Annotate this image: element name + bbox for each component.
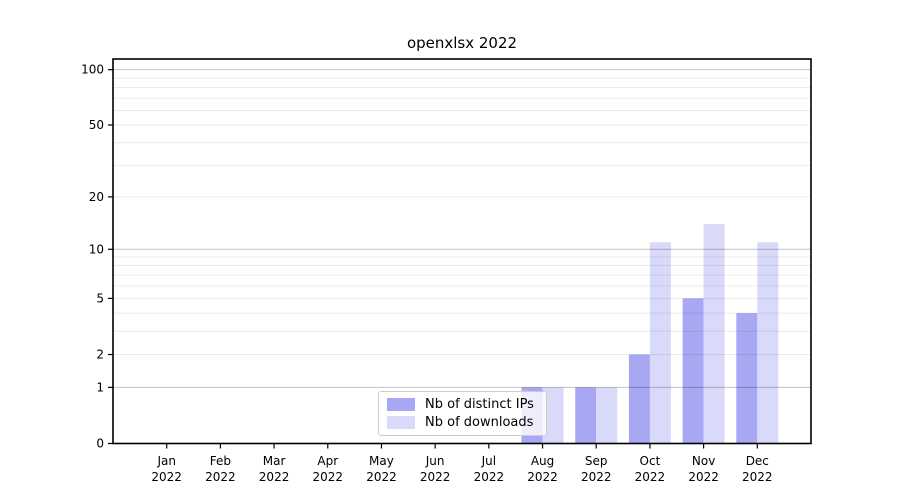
x-tick-year-feb: 2022 <box>205 470 236 484</box>
x-tick-year-aug: 2022 <box>527 470 558 484</box>
x-tick-label-apr: Apr <box>317 454 338 468</box>
y-tick-label-10: 10 <box>89 242 104 256</box>
bar-distinct-ips-oct <box>628 354 650 444</box>
y-tick-label-100: 100 <box>81 63 104 77</box>
x-tick-year-jan: 2022 <box>151 470 182 484</box>
legend-swatch-distinct-ips <box>387 398 415 412</box>
bar-distinct-ips-sep <box>575 387 597 444</box>
legend-label-distinct-ips: Nb of distinct IPs <box>425 397 534 413</box>
chart-title: openxlsx 2022 <box>406 34 518 52</box>
x-tick-label-may: May <box>369 454 394 468</box>
x-tick-label-sep: Sep <box>585 454 608 468</box>
x-tick-label-jun: Jun <box>425 454 445 468</box>
bar-downloads-oct <box>649 242 671 444</box>
x-tick-label-jan: Jan <box>156 454 176 468</box>
x-tick-label-jul: Jul <box>481 454 496 468</box>
x-tick-year-apr: 2022 <box>312 470 343 484</box>
x-tick-year-mar: 2022 <box>259 470 290 484</box>
legend: Nb of distinct IPs Nb of downloads <box>378 391 547 436</box>
x-tick-year-nov: 2022 <box>688 470 719 484</box>
x-tick-label-feb: Feb <box>210 454 231 468</box>
legend-item-distinct-ips: Nb of distinct IPs <box>387 397 538 412</box>
x-tick-year-sep: 2022 <box>581 470 612 484</box>
x-tick-year-oct: 2022 <box>635 470 666 484</box>
legend-swatch-downloads <box>387 415 415 429</box>
x-tick-year-may: 2022 <box>366 470 397 484</box>
plot-border <box>112 58 812 445</box>
x-tick-label-dec: Dec <box>746 454 769 468</box>
x-tick-year-jun: 2022 <box>420 470 451 484</box>
bar-distinct-ips-nov <box>682 298 704 444</box>
x-tick-label-oct: Oct <box>640 454 661 468</box>
bar-downloads-aug <box>542 387 564 444</box>
y-tick-label-2: 2 <box>96 348 104 362</box>
x-tick-label-nov: Nov <box>692 454 715 468</box>
x-tick-year-jul: 2022 <box>474 470 505 484</box>
legend-item-downloads: Nb of downloads <box>387 415 538 430</box>
bar-downloads-nov <box>703 224 725 444</box>
y-tick-label-5: 5 <box>96 291 104 305</box>
bar-distinct-ips-dec <box>736 313 758 444</box>
x-tick-label-aug: Aug <box>531 454 554 468</box>
y-tick-label-20: 20 <box>89 190 104 204</box>
bar-downloads-sep <box>596 387 618 444</box>
y-tick-label-0: 0 <box>96 437 104 451</box>
legend-label-downloads: Nb of downloads <box>425 414 534 430</box>
y-tick-label-50: 50 <box>89 118 104 132</box>
y-tick-label-1: 1 <box>96 380 104 394</box>
bar-downloads-dec <box>757 242 779 444</box>
x-tick-label-mar: Mar <box>263 454 286 468</box>
x-tick-year-dec: 2022 <box>742 470 773 484</box>
